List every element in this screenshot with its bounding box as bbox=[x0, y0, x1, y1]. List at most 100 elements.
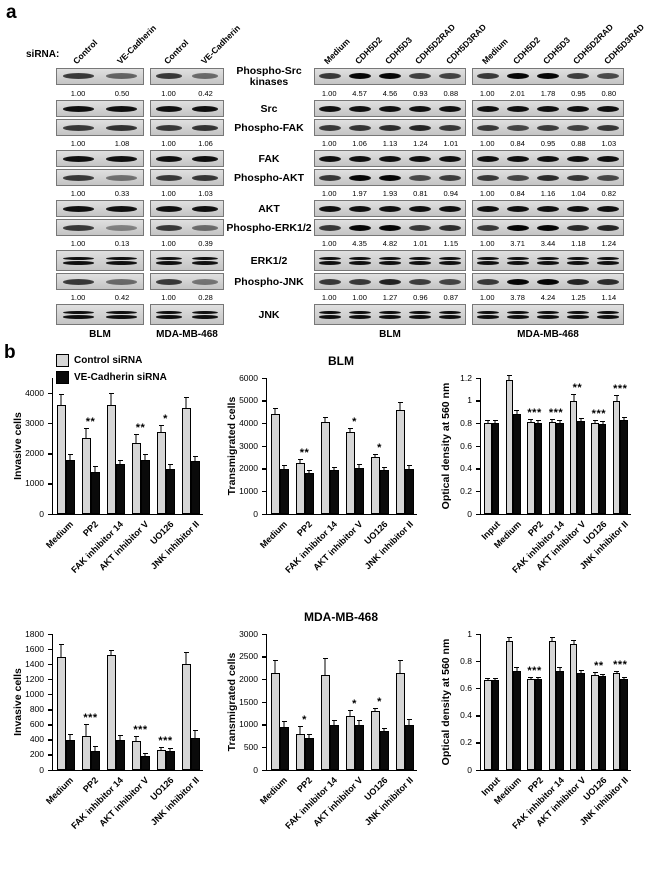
y-tick-mark bbox=[48, 648, 52, 651]
y-tick-mark bbox=[476, 660, 480, 663]
control-sirna-bar bbox=[370, 711, 380, 770]
protein-band bbox=[62, 174, 95, 181]
y-tick-label: 1000 bbox=[239, 719, 258, 730]
protein-band bbox=[506, 73, 530, 80]
y-tick-mark bbox=[262, 656, 266, 658]
ve-cadherin-sirna-bar bbox=[115, 464, 125, 514]
blot-strip bbox=[314, 67, 466, 85]
y-tick-label: 0.6 bbox=[460, 682, 472, 693]
blot-strip bbox=[314, 200, 466, 218]
protein-band bbox=[191, 73, 219, 80]
band-value: 1.00 bbox=[161, 138, 176, 148]
error-bar bbox=[117, 459, 123, 465]
blot-row-label: Phospho-ERK1/2 bbox=[226, 222, 312, 235]
protein-band bbox=[536, 174, 560, 181]
protein-band bbox=[348, 256, 372, 261]
control-sirna-bar bbox=[395, 409, 405, 514]
ve-cadherin-sirna-bar bbox=[190, 737, 200, 770]
band-value: 1.00 bbox=[479, 292, 495, 302]
blot-row-label: Phospho-Src kinases bbox=[236, 65, 302, 89]
protein-band bbox=[506, 278, 530, 285]
blot-row-label: JNK bbox=[258, 309, 280, 322]
blot-strip bbox=[56, 250, 144, 272]
protein-band bbox=[596, 73, 620, 80]
blot-row: Src bbox=[26, 100, 624, 119]
x-tick-label: PP2 bbox=[295, 519, 315, 539]
protein-band bbox=[506, 105, 530, 112]
blot-row-label: Phospho-AKT bbox=[234, 172, 304, 185]
control-sirna-bar bbox=[548, 422, 556, 514]
ve-cadherin-sirna-bar bbox=[165, 468, 175, 514]
error-bar bbox=[331, 466, 337, 470]
error-bar bbox=[347, 710, 353, 716]
ve-cadherin-sirna-bar bbox=[556, 423, 564, 514]
blot-strip bbox=[472, 150, 624, 168]
protein-band bbox=[155, 205, 183, 212]
control-sirna-bar bbox=[81, 438, 91, 514]
blot-row: Phospho-FAK bbox=[26, 119, 624, 138]
band-value: 1.08 bbox=[114, 138, 130, 148]
error-bar bbox=[514, 409, 520, 414]
protein-band bbox=[536, 205, 560, 212]
protein-band bbox=[62, 310, 95, 315]
protein-band bbox=[191, 174, 219, 181]
protein-band bbox=[476, 315, 500, 319]
error-bar bbox=[535, 420, 541, 423]
band-value: 1.06 bbox=[198, 138, 213, 148]
error-bar bbox=[58, 644, 64, 656]
chart-adhesion-blm: Optical density at 560 nm *** *** ** *** *** 0… bbox=[434, 352, 646, 608]
y-tick-label: 1600 bbox=[25, 643, 44, 654]
protein-band bbox=[105, 205, 138, 212]
error-bar bbox=[372, 453, 378, 458]
protein-band bbox=[105, 174, 138, 181]
protein-band bbox=[566, 174, 590, 181]
plot-area: *** *** *** bbox=[52, 634, 203, 771]
blot-strip bbox=[150, 250, 224, 272]
y-tick-mark bbox=[476, 400, 480, 402]
ve-cadherin-sirna-bar bbox=[304, 738, 314, 770]
y-tick-label: 0.4 bbox=[460, 463, 472, 474]
y-tick-label: 2500 bbox=[239, 651, 258, 662]
significance-asterisks: *** bbox=[613, 659, 628, 672]
significance-asterisks: *** bbox=[133, 723, 148, 736]
band-value: 2.01 bbox=[510, 88, 525, 98]
legend-swatch bbox=[56, 354, 69, 367]
densitometry-values: 1.00 3.71 3.44 1.18 1.24 bbox=[472, 240, 624, 248]
y-tick-label: 0 bbox=[467, 764, 472, 775]
chart-transmigration-blm: BLM Transmigrated cells ** * * 0 1000 2000 3000 4… bbox=[220, 352, 432, 608]
protein-band bbox=[191, 261, 219, 265]
control-sirna-bar bbox=[591, 423, 599, 514]
charts-grid: Invasive cells ** ** * 0 1000 2000 3000 4000 Medi… bbox=[6, 352, 646, 864]
y-tick-label: 1400 bbox=[25, 658, 44, 669]
error-bar bbox=[506, 374, 512, 381]
protein-band bbox=[438, 224, 462, 231]
band-value: 1.16 bbox=[540, 188, 556, 198]
error-bar bbox=[485, 677, 491, 680]
protein-band bbox=[155, 174, 183, 181]
error-bar bbox=[549, 418, 555, 422]
protein-band bbox=[348, 73, 372, 80]
panel-b-label: b bbox=[4, 342, 16, 363]
band-value: 1.00 bbox=[161, 188, 176, 198]
band-value: 1.27 bbox=[382, 292, 398, 302]
control-sirna-bar bbox=[156, 432, 166, 514]
y-tick-mark bbox=[262, 468, 266, 470]
protein-band bbox=[378, 315, 402, 319]
error-bar bbox=[167, 464, 173, 469]
y-tick-label: 1800 bbox=[25, 628, 44, 639]
error-bar bbox=[347, 428, 353, 432]
protein-band bbox=[62, 224, 95, 231]
protein-band bbox=[191, 278, 219, 285]
protein-band bbox=[378, 224, 402, 231]
error-bar bbox=[183, 651, 189, 664]
error-bar bbox=[192, 730, 198, 737]
protein-band bbox=[378, 310, 402, 315]
error-bar bbox=[571, 394, 577, 401]
blot-strip bbox=[472, 219, 624, 237]
protein-band bbox=[536, 73, 560, 80]
densitometry-values: 1.00 1.06 bbox=[150, 140, 224, 148]
band-value: 1.04 bbox=[571, 188, 586, 198]
error-bar bbox=[506, 637, 512, 641]
error-bar bbox=[578, 669, 584, 674]
y-tick-mark bbox=[48, 663, 52, 666]
